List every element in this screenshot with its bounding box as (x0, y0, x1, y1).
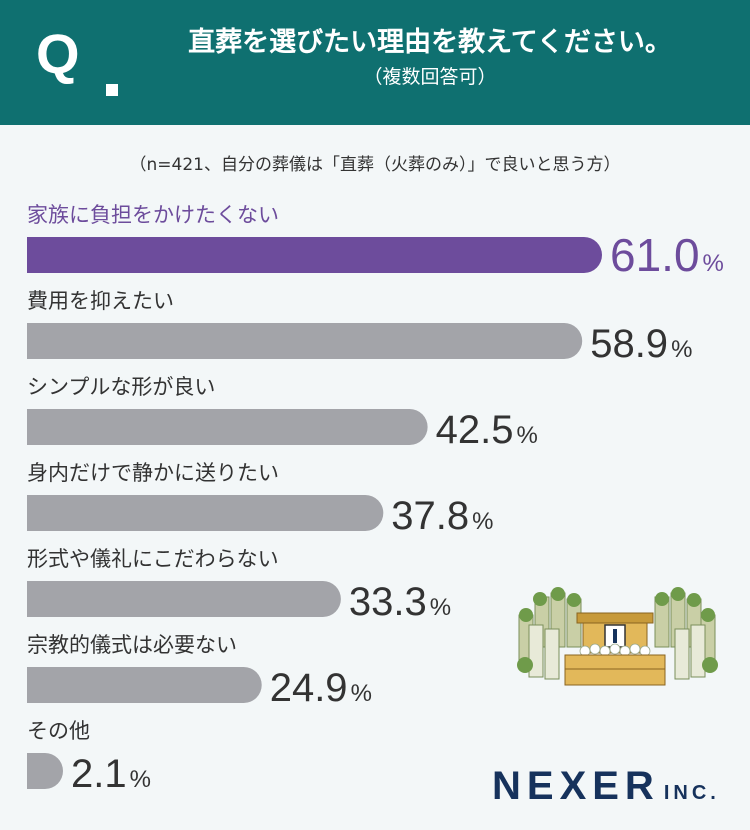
bar (27, 237, 602, 273)
category-label: 宗教的儀式は必要ない (27, 633, 237, 657)
value-label: 42.5% (436, 408, 538, 452)
bar-end (27, 323, 45, 359)
value-label: 37.8% (391, 494, 493, 538)
category-label: 家族に負担をかけたくない (27, 203, 279, 227)
q-mark: Q (36, 22, 80, 85)
funeral-altar-illustration (517, 587, 718, 686)
q-dot (106, 84, 118, 96)
bar (27, 409, 428, 445)
value-label: 61.0% (610, 229, 724, 281)
bar-end (27, 409, 45, 445)
bar (27, 667, 262, 703)
logo-main: NEXER (492, 764, 660, 808)
bar (27, 581, 341, 617)
value-label: 58.9% (590, 322, 692, 366)
category-label: 費用を抑えたい (27, 289, 174, 313)
value-label: 24.9% (270, 666, 372, 710)
question-title: 直葬を選びたい理由を教えてください。 (188, 27, 672, 58)
bar (27, 323, 583, 359)
category-label: その他 (27, 719, 90, 743)
logo-suffix: INC. (663, 782, 720, 804)
category-label: 形式や儀礼にこだわらない (27, 547, 279, 571)
bar (27, 495, 384, 531)
bar-end (27, 753, 45, 789)
sample-note: （n=421、自分の葬儀は「直葬（火葬のみ）」で良いと思う方） (129, 155, 621, 175)
value-label: 2.1% (71, 752, 151, 796)
category-label: 身内だけで静かに送りたい (27, 461, 279, 485)
nexer-logo: NEXER INC. (492, 764, 720, 809)
question-subtitle: （複数回答可） (363, 66, 497, 88)
bar-end (27, 237, 45, 273)
value-label: 33.3% (349, 580, 451, 624)
bar-end (27, 581, 45, 617)
bar-end (27, 667, 45, 703)
category-label: シンプルな形が良い (27, 375, 215, 399)
bar-end (27, 495, 45, 531)
question-header: Q 直葬を選びたい理由を教えてください。 （複数回答可） (0, 0, 750, 125)
